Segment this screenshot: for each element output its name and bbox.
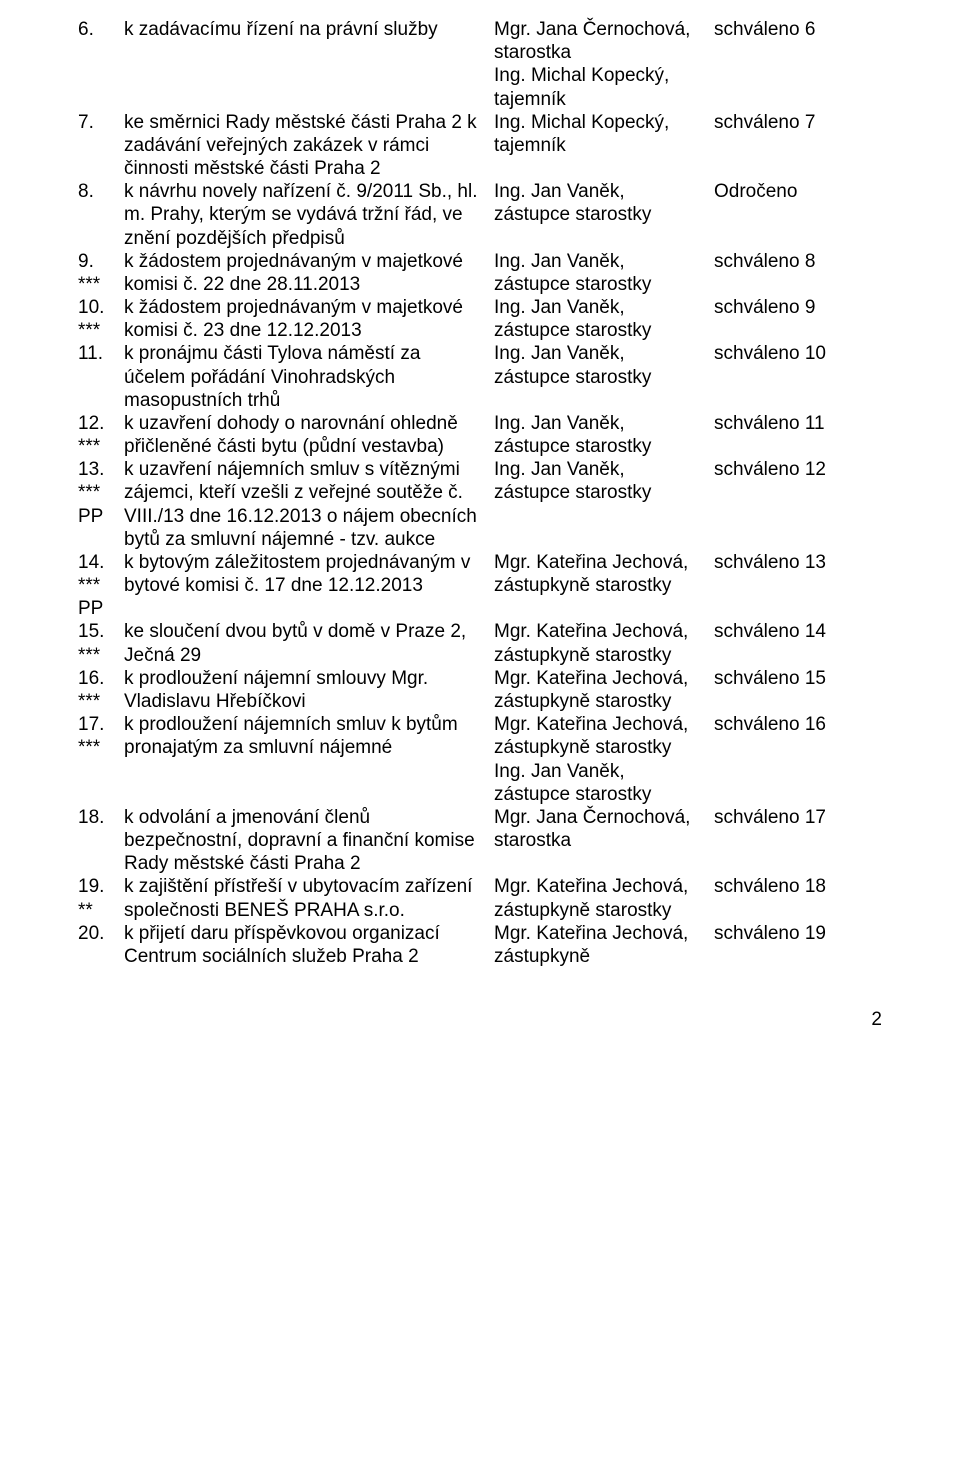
row-presenter: Mgr. Kateřina Jechová, zástupkyně: [494, 922, 714, 968]
row-presenter: Mgr. Kateřina Jechová, zástupkyně staros…: [494, 875, 714, 921]
row-title: k odvolání a jmenování členů bezpečnostn…: [124, 806, 494, 876]
table-row: 16. ***k prodloužení nájemní smlouvy Mgr…: [78, 667, 882, 713]
row-status: schváleno 10: [714, 342, 882, 365]
row-number: 10. ***: [78, 296, 124, 342]
row-status: schváleno 11: [714, 412, 882, 435]
row-title: k uzavření dohody o narovnání ohledně př…: [124, 412, 494, 458]
table-row: 10. ***k žádostem projednávaným v majetk…: [78, 296, 882, 342]
row-title: k přijetí daru příspěvkovou organizací C…: [124, 922, 494, 968]
row-presenter: Ing. Jan Vaněk, zástupce starostky: [494, 250, 714, 296]
row-status: schváleno 13: [714, 551, 882, 574]
row-presenter: Ing. Jan Vaněk, zástupce starostky: [494, 458, 714, 504]
row-status: schváleno 8: [714, 250, 882, 273]
row-status: schváleno 14: [714, 620, 882, 643]
row-presenter: Mgr. Jana Černochová, starostka: [494, 806, 714, 852]
row-presenter: Ing. Jan Vaněk, zástupce starostky: [494, 412, 714, 458]
row-status: schváleno 18: [714, 875, 882, 898]
row-number: 20.: [78, 922, 124, 945]
row-status: schváleno 12: [714, 458, 882, 481]
row-number: 8.: [78, 180, 124, 203]
row-presenter: Mgr. Kateřina Jechová, zástupkyně staros…: [494, 551, 714, 597]
row-presenter: Mgr. Kateřina Jechová, zástupkyně staros…: [494, 667, 714, 713]
document-table: 6.k zadávacímu řízení na právní službyMg…: [78, 18, 882, 968]
row-number: 19. **: [78, 875, 124, 921]
table-row: 17. ***k prodloužení nájemních smluv k b…: [78, 713, 882, 806]
row-number: 12. ***: [78, 412, 124, 458]
row-number: 9. ***: [78, 250, 124, 296]
row-title: k žádostem projednávaným v majetkové kom…: [124, 296, 494, 342]
row-title: ke sloučení dvou bytů v domě v Praze 2, …: [124, 620, 494, 666]
row-title: k zadávacímu řízení na právní služby: [124, 18, 494, 41]
row-status: schváleno 19: [714, 922, 882, 945]
row-presenter: Mgr. Kateřina Jechová, zástupkyně staros…: [494, 713, 714, 806]
row-number: 16. ***: [78, 667, 124, 713]
row-title: k pronájmu části Tylova náměstí za účele…: [124, 342, 494, 412]
table-row: 11.k pronájmu části Tylova náměstí za úč…: [78, 342, 882, 412]
row-status: schváleno 16: [714, 713, 882, 736]
row-title: k návrhu novely nařízení č. 9/2011 Sb., …: [124, 180, 494, 250]
table-row: 8.k návrhu novely nařízení č. 9/2011 Sb.…: [78, 180, 882, 250]
row-title: k žádostem projednávaným v majetkové kom…: [124, 250, 494, 296]
row-number: 13. *** PP: [78, 458, 124, 528]
row-number: 18.: [78, 806, 124, 829]
row-status: Odročeno: [714, 180, 882, 203]
table-row: 6.k zadávacímu řízení na právní službyMg…: [78, 18, 882, 111]
row-title: k prodloužení nájemních smluv k bytům pr…: [124, 713, 494, 759]
row-number: 7.: [78, 111, 124, 134]
row-status: schváleno 15: [714, 667, 882, 690]
row-status: schváleno 6: [714, 18, 882, 41]
table-row: 7.ke směrnici Rady městské části Praha 2…: [78, 111, 882, 181]
table-row: 12. ***k uzavření dohody o narovnání ohl…: [78, 412, 882, 458]
table-row: 20.k přijetí daru příspěvkovou organizac…: [78, 922, 882, 968]
row-status: schváleno 9: [714, 296, 882, 319]
row-status: schváleno 17: [714, 806, 882, 829]
table-row: 15. ***ke sloučení dvou bytů v domě v Pr…: [78, 620, 882, 666]
row-number: 14. *** PP: [78, 551, 124, 621]
row-presenter: Ing. Jan Vaněk, zástupce starostky: [494, 296, 714, 342]
table-row: 9. ***k žádostem projednávaným v majetko…: [78, 250, 882, 296]
table-row: 14. *** PPk bytovým záležitostem projedn…: [78, 551, 882, 621]
row-presenter: Mgr. Jana Černochová, starostka Ing. Mic…: [494, 18, 714, 111]
row-number: 6.: [78, 18, 124, 41]
row-status: schváleno 7: [714, 111, 882, 134]
row-presenter: Ing. Michal Kopecký, tajemník: [494, 111, 714, 157]
row-number: 11.: [78, 342, 124, 365]
table-row: 13. *** PPk uzavření nájemních smluv s v…: [78, 458, 882, 551]
row-title: k zajištění přístřeší v ubytovacím zaříz…: [124, 875, 494, 921]
row-title: k uzavření nájemních smluv s vítěznými z…: [124, 458, 494, 551]
row-title: k prodloužení nájemní smlouvy Mgr. Vladi…: [124, 667, 494, 713]
page-number: 2: [78, 1008, 882, 1031]
table-row: 19. **k zajištění přístřeší v ubytovacím…: [78, 875, 882, 921]
table-row: 18.k odvolání a jmenování členů bezpečno…: [78, 806, 882, 876]
row-title: ke směrnici Rady městské části Praha 2 k…: [124, 111, 494, 181]
row-presenter: Ing. Jan Vaněk, zástupce starostky: [494, 180, 714, 226]
row-number: 17. ***: [78, 713, 124, 759]
row-presenter: Mgr. Kateřina Jechová, zástupkyně staros…: [494, 620, 714, 666]
row-number: 15. ***: [78, 620, 124, 666]
row-presenter: Ing. Jan Vaněk, zástupce starostky: [494, 342, 714, 388]
row-title: k bytovým záležitostem projednávaným v b…: [124, 551, 494, 597]
